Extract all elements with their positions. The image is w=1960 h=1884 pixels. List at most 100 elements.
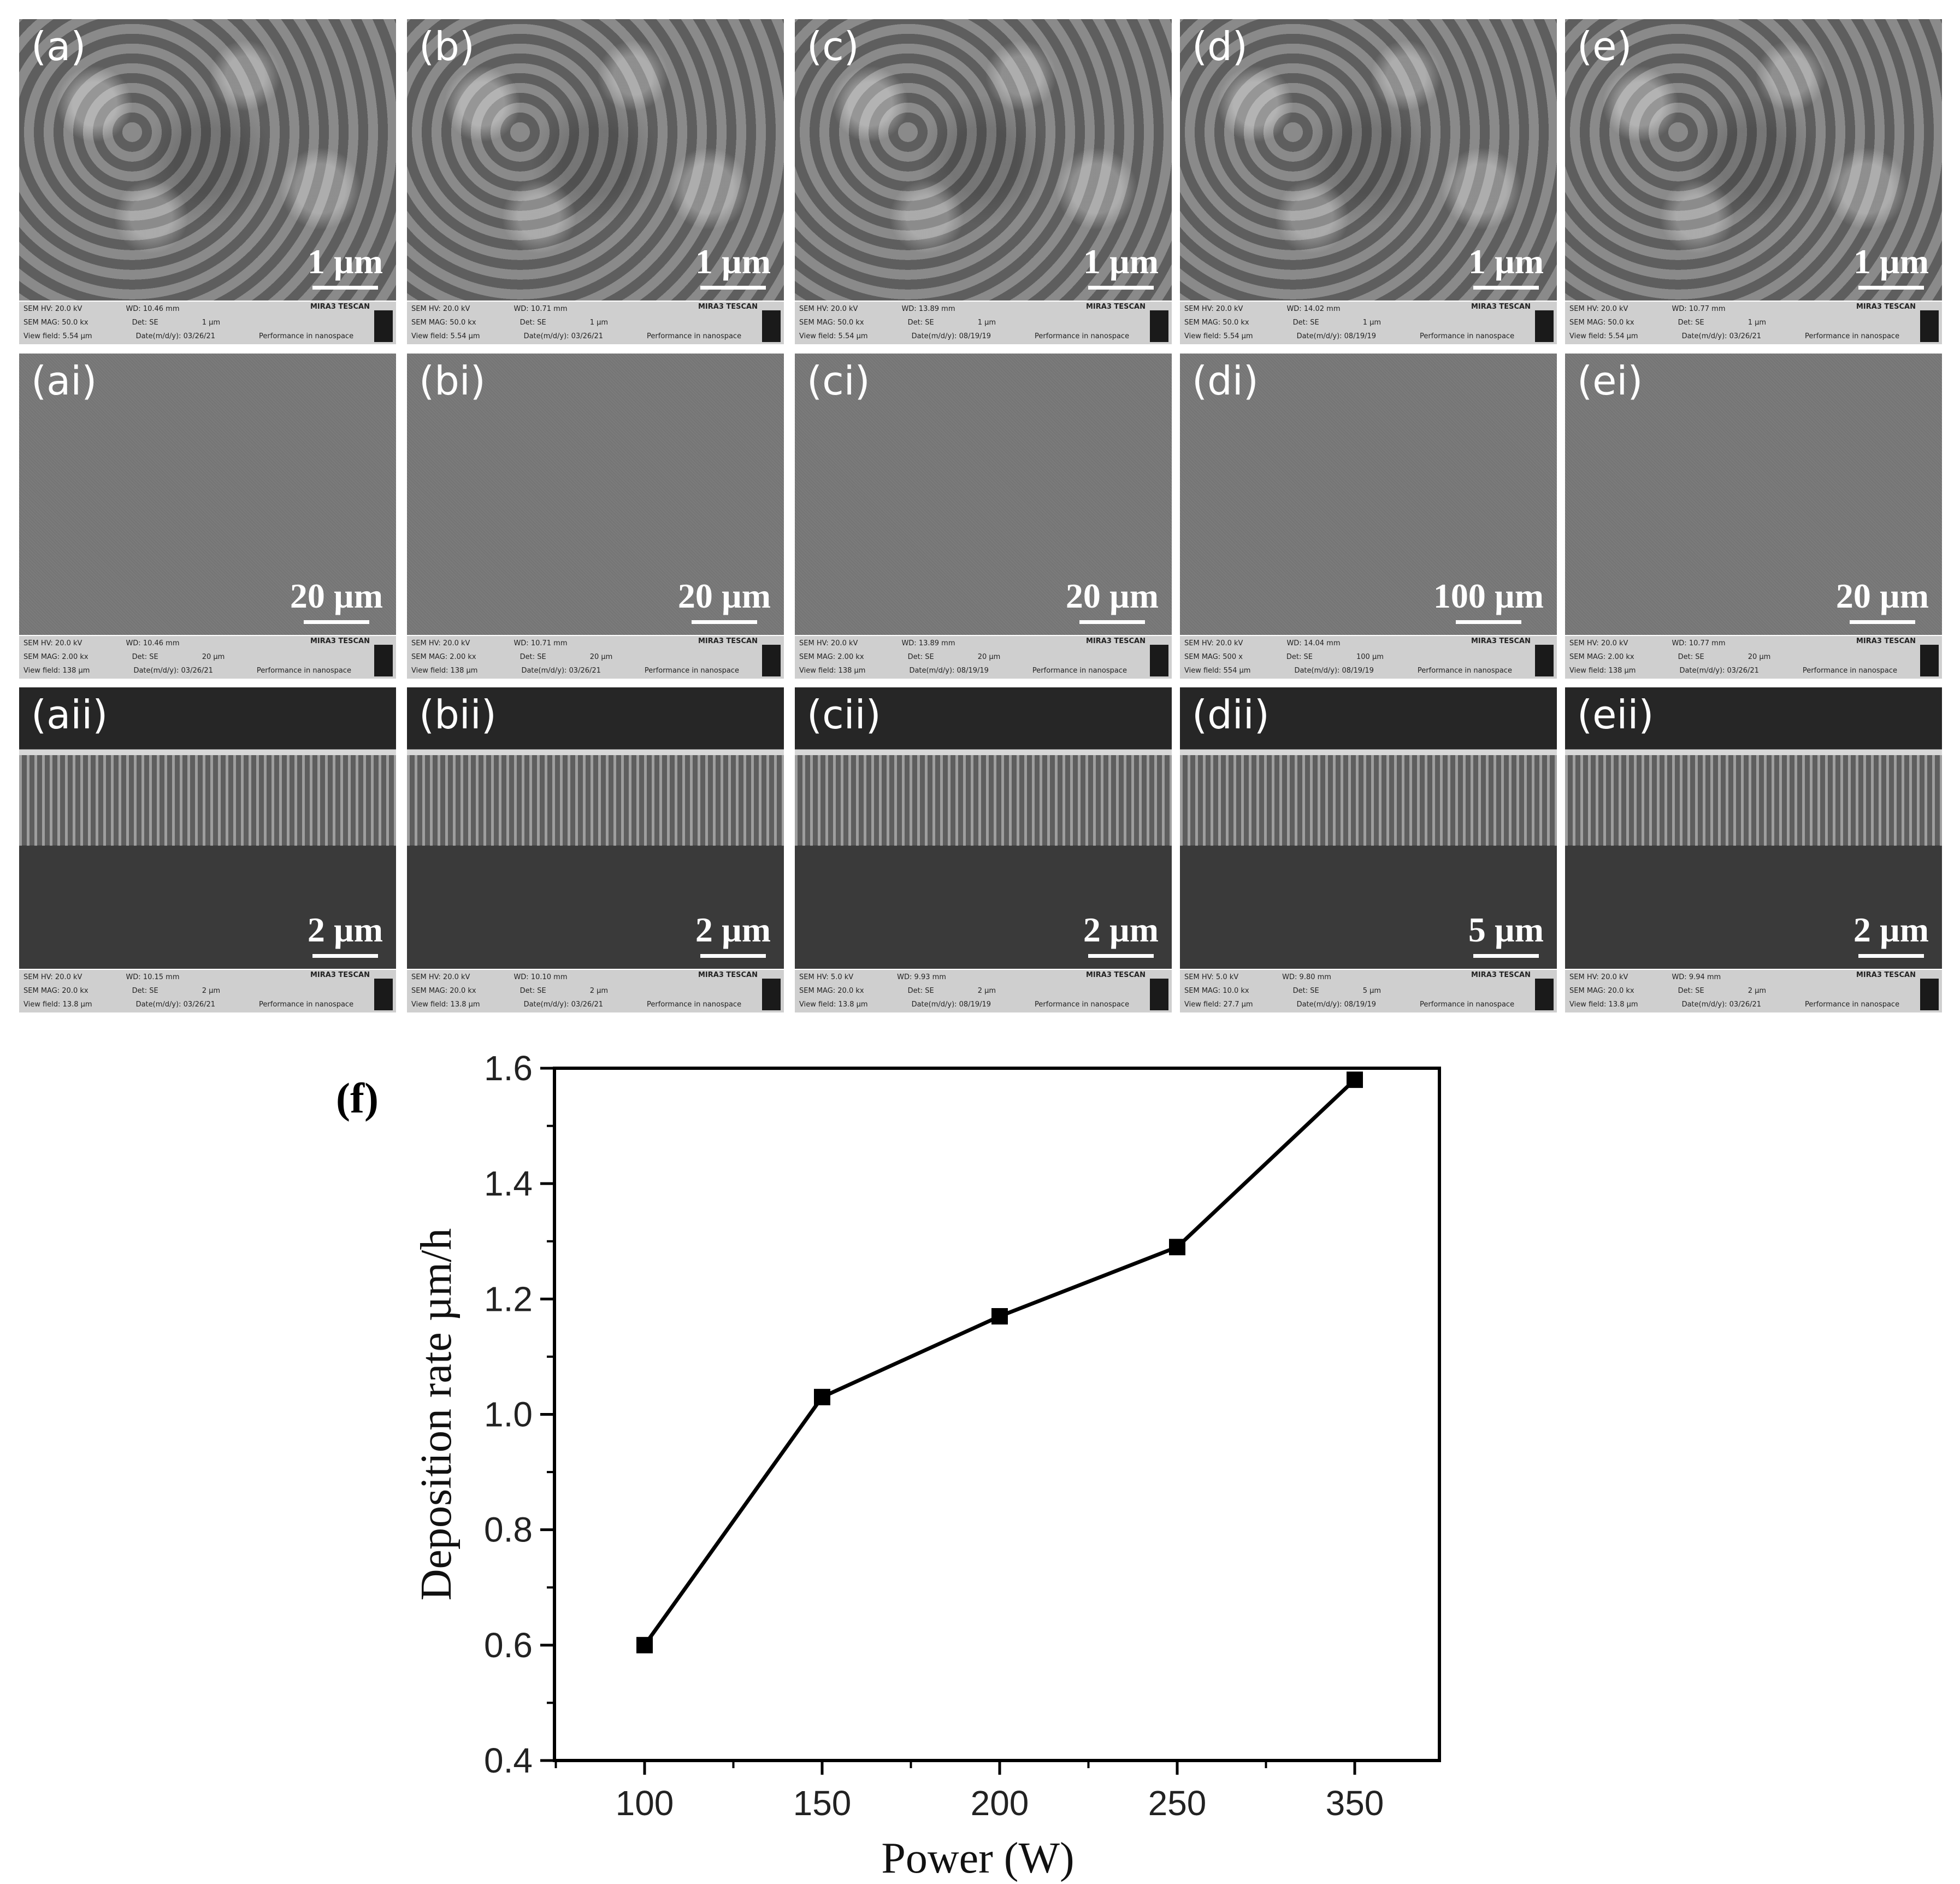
scale-bar: 1 µm xyxy=(695,244,771,290)
sem-info-row: SEM MAG: 20.0 kx Det: SE 2 µm xyxy=(23,985,363,998)
sem-info-field: Performance in nanospace xyxy=(1420,332,1515,340)
sem-info-field: 100 µm xyxy=(1356,653,1384,661)
scale-bar: 100 µm xyxy=(1433,579,1544,624)
sem-micrograph xyxy=(1180,354,1557,636)
sem-info-row: SEM HV: 20.0 kV WD: 10.10 mm xyxy=(411,971,751,984)
sem-info-field: Det: SE xyxy=(1678,653,1704,661)
scale-bar: 1 µm xyxy=(1853,244,1929,290)
sem-info-field: SEM MAG: 2.00 kx xyxy=(1569,653,1634,661)
sem-info-bar: SEM HV: 20.0 kV WD: 10.10 mm SEM MAG: 20.0… xyxy=(407,969,784,1012)
sem-info-bar: SEM HV: 20.0 kV WD: 10.77 mm SEM MAG: 2.00… xyxy=(1565,635,1942,679)
sem-info-field: SEM MAG: 50.0 kx xyxy=(1569,319,1634,327)
sem-info-row: SEM HV: 20.0 kV WD: 13.89 mm xyxy=(799,637,1139,650)
series-line xyxy=(643,1078,1356,1646)
sem-info-field: View field: 13.8 µm xyxy=(411,1000,480,1009)
sem-info-field: SEM MAG: 2.00 kx xyxy=(23,653,88,661)
sem-info-field: View field: 5.54 µm xyxy=(411,332,480,340)
sem-info-field: SEM HV: 20.0 kV xyxy=(1184,305,1243,313)
sem-panel-bi: (bi) 20 µm SEM HV: 20.0 kV WD: 10.71 mm SEM … xyxy=(407,354,784,679)
sem-info-row: SEM HV: 20.0 kV WD: 10.15 mm xyxy=(23,971,363,984)
sem-info-field: Date(m/d/y): 08/19/19 xyxy=(909,667,989,675)
sem-info-row: SEM HV: 5.0 kV WD: 9.80 mm xyxy=(1184,971,1524,984)
sem-info-field: SEM MAG: 10.0 kx xyxy=(1184,987,1249,995)
sem-info-bar: SEM HV: 20.0 kV WD: 13.89 mm SEM MAG: 50.0… xyxy=(795,301,1172,344)
sem-brand: MIRA3 TESCAN xyxy=(1085,637,1146,645)
sem-brand: MIRA3 TESCAN xyxy=(1085,303,1146,311)
sem-panel-eii: (eii) 2 µm SEM HV: 20.0 kV WD: 9.94 mm SEM M… xyxy=(1565,687,1942,1012)
sem-info-field: 1 µm xyxy=(589,319,609,327)
scale-bar: 2 µm xyxy=(308,912,383,958)
sem-info-row: SEM HV: 20.0 kV WD: 10.77 mm xyxy=(1569,637,1909,650)
sem-info-field: View field: 13.8 µm xyxy=(799,1000,868,1009)
sem-micrograph xyxy=(407,19,784,302)
sem-info-bar: SEM HV: 20.0 kV WD: 10.77 mm SEM MAG: 50.0… xyxy=(1565,301,1942,344)
sem-brand: MIRA3 TESCAN xyxy=(1085,971,1146,979)
sem-info-field: SEM HV: 20.0 kV xyxy=(799,639,858,647)
panel-label: (bi) xyxy=(419,358,486,404)
sem-info-row: SEM HV: 20.0 kV WD: 9.94 mm xyxy=(1569,971,1909,984)
panel-label: (ci) xyxy=(807,358,870,404)
x-tick-label: 250 xyxy=(1148,1783,1207,1823)
sem-info-field: View field: 554 µm xyxy=(1184,667,1251,675)
scale-bar-label: 2 µm xyxy=(1083,910,1159,949)
sem-panel-ai: (ai) 20 µm SEM HV: 20.0 kV WD: 10.46 mm SEM … xyxy=(19,354,396,679)
sem-info-field: WD: 10.71 mm xyxy=(513,639,568,647)
sem-micrograph xyxy=(19,354,396,636)
scale-bar: 2 µm xyxy=(695,912,771,958)
sem-info-row: View field: 5.54 µm Date(m/d/y): 08/19/19… xyxy=(799,330,1139,343)
tescan-logo-icon xyxy=(1150,310,1168,342)
sem-info-row: SEM MAG: 500 x Det: SE 100 µm xyxy=(1184,651,1524,664)
sem-panel-aii: (aii) 2 µm SEM HV: 20.0 kV WD: 10.15 mm SEM … xyxy=(19,687,396,1012)
sem-info-field: Date(m/d/y): 03/26/21 xyxy=(521,667,601,675)
x-axis-label: Power (W) xyxy=(881,1834,1074,1882)
sem-info-field: Performance in nanospace xyxy=(647,1000,742,1009)
scale-bar-label: 5 µm xyxy=(1468,910,1544,949)
sem-info-bar: SEM HV: 5.0 kV WD: 9.80 mm SEM MAG: 10.0 k… xyxy=(1180,969,1557,1012)
scale-bar: 5 µm xyxy=(1468,912,1544,958)
sem-info-field: Performance in nanospace xyxy=(1802,667,1897,675)
sem-panel-b: (b) 1 µm SEM HV: 20.0 kV WD: 10.71 mm SEM MA… xyxy=(407,19,784,344)
sem-info-field: 2 µm xyxy=(202,987,221,995)
panel-label: (eii) xyxy=(1577,692,1654,738)
sem-info-field: Performance in nanospace xyxy=(259,1000,354,1009)
sem-panel-e: (e) 1 µm SEM HV: 20.0 kV WD: 10.77 mm SEM MA… xyxy=(1565,19,1942,344)
sem-info-field: Date(m/d/y): 03/26/21 xyxy=(1679,667,1759,675)
sem-brand: MIRA3 TESCAN xyxy=(698,303,758,311)
columnar-film-layer xyxy=(795,755,1172,846)
panel-label: (aii) xyxy=(31,692,108,738)
sem-info-field: Det: SE xyxy=(519,987,546,995)
sem-info-field: View field: 138 µm xyxy=(799,667,866,675)
tescan-logo-icon xyxy=(1920,310,1939,342)
sem-info-field: WD: 10.71 mm xyxy=(513,305,568,313)
sem-info-field: WD: 14.04 mm xyxy=(1286,639,1341,647)
sem-brand: MIRA3 TESCAN xyxy=(1471,637,1531,645)
sem-info-field: Date(m/d/y): 08/19/19 xyxy=(1294,667,1374,675)
sem-micrograph xyxy=(795,19,1172,302)
scale-bar: 1 µm xyxy=(1083,244,1159,290)
data-point-marker xyxy=(991,1308,1008,1325)
sem-info-field: Det: SE xyxy=(519,319,546,327)
tescan-logo-icon xyxy=(374,979,393,1010)
y-tick-label: 0.6 xyxy=(484,1626,533,1665)
scale-bar-line xyxy=(1473,954,1539,958)
data-point-marker xyxy=(636,1636,653,1653)
sem-info-row: SEM MAG: 20.0 kx Det: SE 2 µm xyxy=(411,985,751,998)
sem-info-row: View field: 138 µm Date(m/d/y): 03/26/21 P… xyxy=(1569,664,1909,678)
sem-info-field: WD: 14.02 mm xyxy=(1286,305,1341,313)
sem-info-field: SEM HV: 20.0 kV xyxy=(23,639,82,647)
sem-micrograph xyxy=(1565,19,1942,302)
sem-micrograph xyxy=(407,354,784,636)
scale-bar-line xyxy=(700,286,766,290)
sem-info-row: View field: 5.54 µm Date(m/d/y): 03/26/21… xyxy=(1569,330,1909,343)
sem-info-field: SEM MAG: 50.0 kx xyxy=(1184,319,1249,327)
scale-bar-line xyxy=(312,286,378,290)
scale-bar-line xyxy=(1079,620,1145,624)
sem-info-field: Det: SE xyxy=(132,987,158,995)
sem-panel-cii: (cii) 2 µm SEM HV: 5.0 kV WD: 9.93 mm SEM MA… xyxy=(795,687,1172,1012)
sem-micrograph xyxy=(1565,354,1942,636)
sem-info-bar: SEM HV: 20.0 kV WD: 10.46 mm SEM MAG: 2.00… xyxy=(19,635,396,679)
panel-label: (c) xyxy=(807,23,859,69)
sem-info-field: SEM MAG: 2.00 kx xyxy=(799,653,864,661)
tescan-logo-icon xyxy=(1920,645,1939,676)
y-tick-label: 0.8 xyxy=(484,1510,533,1550)
